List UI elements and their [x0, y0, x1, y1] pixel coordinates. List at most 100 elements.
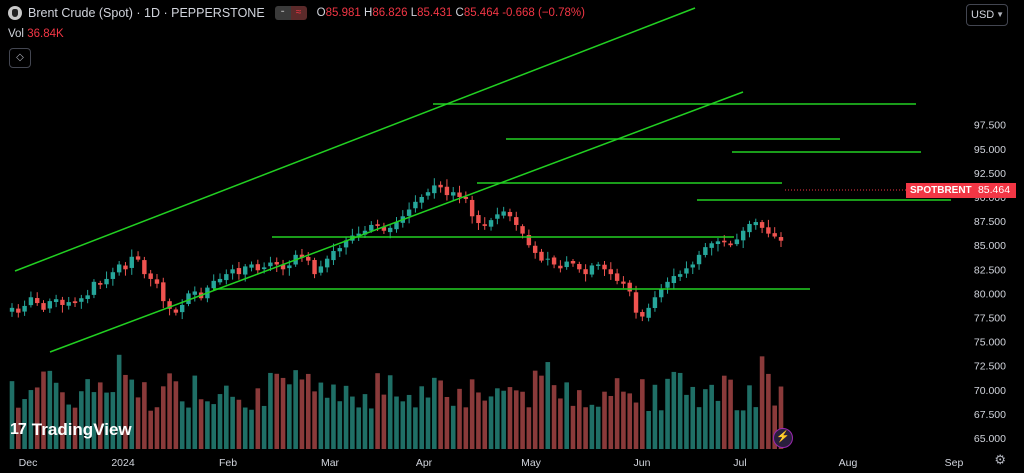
volume-bar	[476, 392, 481, 449]
volume-bar	[236, 399, 242, 449]
time-axis[interactable]: Dec 2024 Feb Mar Apr May Jun Jul Aug Sep	[19, 457, 964, 469]
volume-bar	[721, 375, 727, 449]
tradingview-logo[interactable]: 17 TradingView	[10, 420, 132, 440]
volume-bar	[677, 372, 683, 449]
candlesticks	[9, 178, 784, 322]
candle-body	[154, 279, 160, 284]
candle-body	[614, 273, 620, 281]
candle-body	[381, 227, 387, 231]
time-tick-label: Jul	[733, 457, 746, 469]
volume-bar	[343, 385, 349, 449]
candle-body	[255, 264, 261, 271]
volume-bar	[595, 406, 601, 449]
candle-body	[35, 298, 40, 304]
candle-body	[577, 264, 582, 270]
volume-bar	[97, 382, 103, 449]
candle-body	[564, 261, 569, 268]
volume-bar	[450, 405, 456, 449]
volume-bar	[602, 391, 607, 449]
candle-body	[394, 222, 399, 230]
lightning-icon[interactable]: ⚡	[773, 428, 793, 448]
last-price-label: 85.464	[972, 183, 1016, 198]
candle-body	[318, 266, 324, 273]
volume-bar	[703, 389, 708, 449]
currency-selector[interactable]: USD ▼	[966, 4, 1008, 26]
candle-body	[312, 259, 317, 275]
candle-body	[306, 256, 311, 261]
volume-bar	[205, 401, 210, 449]
volume-bar	[217, 394, 223, 449]
candle-body	[432, 185, 437, 194]
candle-body	[469, 199, 475, 217]
last-price-symbol: SPOTBRENT	[906, 183, 976, 198]
candle-body	[369, 224, 374, 231]
candle-body	[324, 258, 330, 268]
volume-bar	[640, 379, 645, 449]
channel-upper-line[interactable]	[14, 7, 696, 272]
candle-body	[268, 262, 273, 267]
toggle-eye[interactable]: ⁃	[274, 6, 291, 20]
candle-body	[766, 227, 771, 234]
volume-bar	[268, 372, 273, 449]
open-label: O	[316, 7, 326, 19]
volume-bar	[274, 373, 280, 449]
candle-body	[457, 192, 462, 197]
volume-bar	[91, 392, 97, 449]
high-value: 86.826	[372, 7, 408, 19]
candle-body	[249, 264, 254, 268]
volume-bar	[28, 390, 34, 449]
volume-legend: Vol 36.84K	[8, 28, 64, 40]
symbol-title[interactable]: Brent Crude (Spot) · 1D · PEPPERSTONE	[28, 6, 265, 20]
candle-body	[709, 243, 714, 248]
price-tick-label: 85.000	[974, 240, 1006, 252]
channel-lower-line[interactable]	[49, 91, 744, 353]
price-tick-label: 97.500	[974, 120, 1006, 132]
close-label: C	[455, 7, 464, 19]
candle-body	[507, 212, 513, 217]
volume-bar	[583, 407, 588, 449]
candle-body	[652, 297, 658, 309]
volume-bar	[173, 381, 179, 449]
candle-body	[129, 256, 134, 268]
volume-bar	[154, 407, 160, 449]
settings-icon[interactable]: ⚙	[994, 452, 1006, 467]
volume-bars	[9, 354, 784, 449]
candle-body	[53, 299, 59, 303]
candle-body	[602, 264, 607, 270]
candle-body	[274, 262, 279, 265]
volume-bar	[753, 407, 759, 449]
candle-body	[66, 302, 71, 306]
candle-body	[722, 240, 727, 243]
price-tick-label: 65.000	[974, 433, 1006, 445]
candle-body	[104, 278, 109, 285]
volume-bar	[482, 400, 488, 449]
brand-name: TradingView	[31, 420, 132, 439]
volume-bar	[457, 388, 462, 449]
collapse-icon[interactable]: ◇	[9, 48, 31, 68]
volume-bar	[690, 386, 696, 449]
tradingview-logo-icon: 17	[10, 421, 27, 438]
volume-bar	[740, 410, 746, 449]
volume-bar	[224, 385, 229, 449]
volume-bar	[513, 390, 519, 449]
candle-body	[558, 265, 563, 269]
volume-bar	[551, 385, 557, 449]
toggle-wave[interactable]: ≈	[290, 6, 307, 20]
volume-bar	[444, 396, 450, 449]
candle-body	[520, 226, 525, 234]
candle-body	[280, 264, 286, 270]
volume-bar	[261, 405, 267, 449]
volume-bar	[652, 384, 658, 449]
volume-bar	[318, 382, 324, 449]
volume-bar	[684, 394, 689, 449]
volume-bar	[778, 386, 784, 449]
chart-toggle-icon[interactable]: ⁃ ≈	[274, 6, 307, 20]
price-tick-label: 87.500	[974, 216, 1006, 228]
price-axis[interactable]: 65.000 67.500 70.000 72.500 75.000 77.500 80.0…	[974, 120, 1006, 445]
candle-body	[715, 241, 721, 245]
candle-body	[331, 250, 336, 261]
volume-bar	[766, 373, 771, 449]
candle-body	[79, 298, 84, 302]
candle-body	[690, 264, 695, 268]
